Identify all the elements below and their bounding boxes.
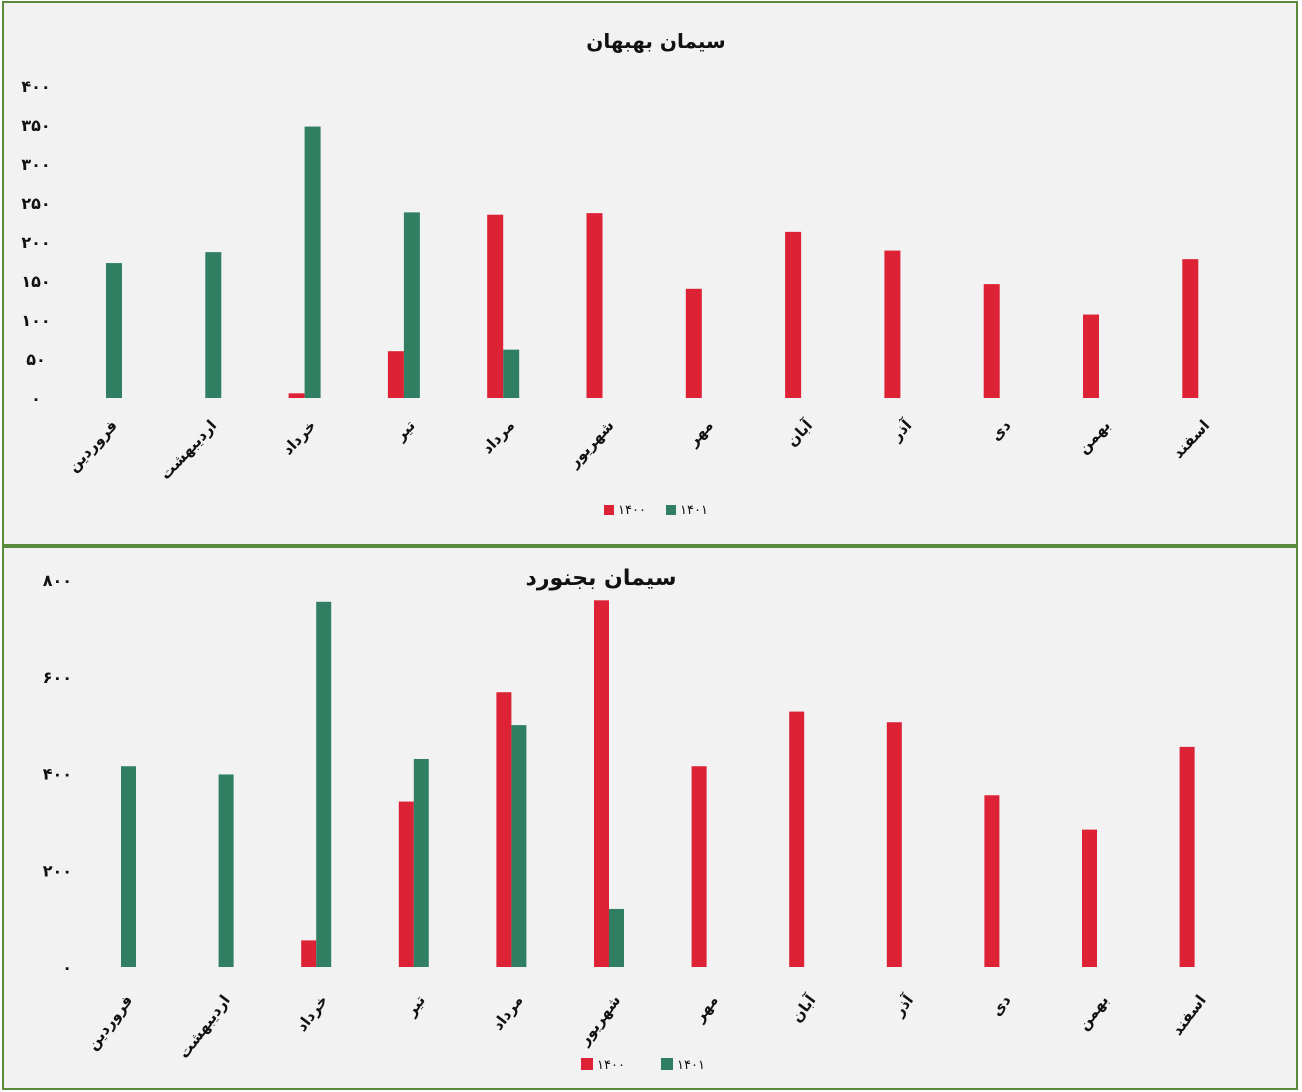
bar-1401 (218, 774, 234, 967)
bar-1400 (586, 213, 603, 398)
bar-1401 (609, 908, 624, 967)
bar-1400 (691, 766, 707, 967)
bar-1400 (496, 692, 512, 967)
y-tick-label: ۴۰۰ (21, 77, 50, 96)
x-tick-label: شهریور (564, 416, 617, 471)
legend-label: ۱۴۰۱ (677, 1058, 705, 1073)
legend-swatch (666, 505, 676, 515)
chart-behbahan: سیمان بهبهان ۰ ۵۰ ۱۰۰ ۱۵۰ ۲۰۰ ۲۵۰ ۳۰۰ ۳۵۰ ۴۰۰ فرو… (21, 29, 1213, 518)
x-tick-label: اسفند (1169, 416, 1213, 462)
x-tick-label: خرداد (279, 416, 320, 458)
bar-1401 (106, 263, 122, 398)
legend-swatch (581, 1058, 593, 1070)
legend-swatch (661, 1058, 673, 1070)
bar-1401 (403, 212, 420, 398)
x-tick-label: دی (987, 991, 1014, 1019)
x-tick-label: مرداد (489, 992, 527, 1034)
y-tick-label: ۲۰۰ (43, 861, 72, 880)
x-tick-label: آذر (889, 991, 917, 1020)
y-tick-label: ۳۰۰ (21, 155, 50, 174)
y-tick-label: ۲۰۰ (21, 233, 50, 252)
y-tick-label: ۱۵۰ (21, 272, 50, 291)
legend-swatch (604, 505, 614, 515)
x-tick-label: فروردین (83, 992, 136, 1054)
x-tick-label: آبان (783, 416, 817, 450)
x-tick-label: اسفند (1168, 992, 1210, 1039)
x-tick-label: فروردین (64, 416, 121, 475)
x-tick-label: تیر (401, 992, 429, 1020)
bar-1401 (503, 349, 520, 398)
y-tick-label: ۶۰۰ (43, 668, 72, 687)
bar-1400 (1082, 829, 1097, 967)
legend-label: ۱۴۰۰ (618, 503, 646, 518)
bar-1400 (594, 600, 609, 967)
bar-1400 (789, 711, 805, 967)
x-tick-label: اردیبهشت (175, 992, 234, 1062)
bar-1401 (316, 601, 332, 967)
y-tick-label: ۳۵۰ (21, 116, 50, 135)
y-tick-label: ۸۰۰ (43, 571, 72, 590)
bar-1400 (785, 231, 802, 398)
x-tick-label: مهر (683, 416, 716, 450)
x-tick-label: شهریور (575, 992, 625, 1050)
chart-panel-bojnourd: سیمان بجنورد ۰ ۲۰۰ ۴۰۰ ۶۰۰ ۸۰۰ فروردین اردیبهش… (2, 546, 1298, 1090)
bar-1400 (685, 288, 702, 398)
x-tick-label: مرداد (478, 416, 518, 457)
bar-1401 (121, 766, 136, 967)
x-tick-label: بهمن (1074, 416, 1114, 457)
legend-label: ۱۴۰۰ (597, 1058, 625, 1073)
bar-1400 (487, 214, 504, 398)
bar-1401 (413, 758, 429, 967)
x-tick-label: بهمن (1074, 992, 1112, 1034)
x-tick-label: مهر (690, 992, 722, 1026)
bar-1400 (1083, 314, 1099, 398)
chart-bojnourd: سیمان بجنورد ۰ ۲۰۰ ۴۰۰ ۶۰۰ ۸۰۰ فروردین اردیبهش… (43, 566, 1210, 1073)
y-tick-label: ۴۰۰ (43, 765, 72, 784)
x-tick-label: خرداد (293, 992, 332, 1035)
x-tick-label: آبان (787, 991, 819, 1026)
bar-1400 (984, 795, 1000, 967)
bar-1400 (1179, 746, 1195, 967)
x-tick-label: آذر (887, 416, 916, 445)
chart-title: سیمان بهبهان (586, 29, 725, 53)
bar-1400 (301, 940, 317, 967)
chart-title: سیمان بجنورد (526, 566, 677, 591)
bar-1401 (304, 126, 321, 398)
bar-1401 (511, 725, 527, 967)
y-tick-label: ۰ (31, 389, 41, 408)
bar-1400 (387, 351, 404, 398)
y-tick-label: ۵۰ (26, 350, 46, 369)
bar-1400 (983, 284, 1000, 398)
bar-1400 (288, 393, 305, 398)
x-tick-label: تیر (391, 416, 419, 444)
bar-1400 (886, 722, 902, 967)
bar-1400 (398, 801, 414, 967)
legend-label: ۱۴۰۱ (680, 503, 708, 518)
x-tick-label: دی (987, 416, 1015, 444)
bar-1400 (884, 250, 901, 398)
y-tick-label: ۰ (62, 958, 72, 977)
x-tick-label: اردیبهشت (156, 416, 220, 483)
y-tick-label: ۱۰۰ (21, 311, 50, 330)
bar-1400 (1182, 259, 1199, 398)
chart-panel-behbahan: سیمان بهبهان ۰ ۵۰ ۱۰۰ ۱۵۰ ۲۰۰ ۲۵۰ ۳۰۰ ۳۵۰ ۴۰۰ فرو… (2, 1, 1298, 546)
y-tick-label: ۲۵۰ (21, 194, 50, 213)
bar-1401 (205, 252, 222, 398)
